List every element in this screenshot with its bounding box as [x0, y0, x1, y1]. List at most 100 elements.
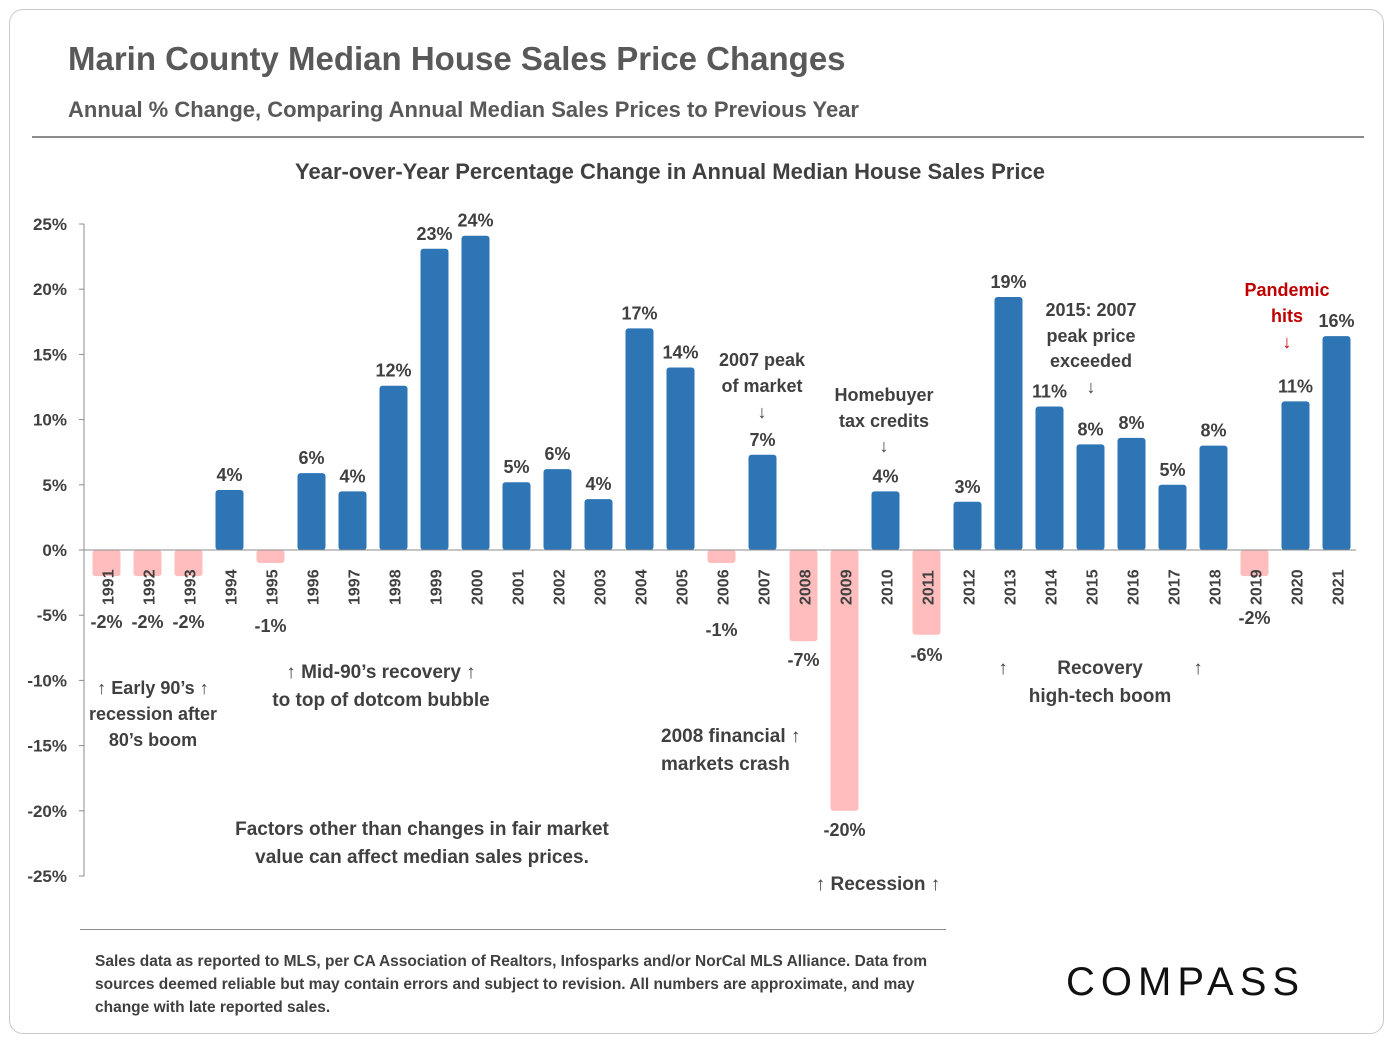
bar: [379, 385, 408, 550]
x-tick-label: 2013: [1003, 569, 1020, 605]
bar: [830, 550, 859, 811]
x-tick-label: 2014: [1044, 569, 1061, 605]
data-label: 3%: [954, 477, 980, 497]
x-tick-label: 1991: [101, 569, 118, 605]
data-label: 8%: [1118, 413, 1144, 433]
bar: [1158, 484, 1187, 550]
bar: [912, 550, 941, 635]
x-tick-label: 2016: [1126, 569, 1143, 605]
x-tick-label: 2021: [1331, 569, 1348, 605]
bar: [953, 501, 982, 550]
annotation-tax-credits: tax credits: [839, 411, 929, 431]
x-tick-label: 1993: [183, 569, 200, 605]
data-label: 16%: [1318, 311, 1354, 331]
data-label: 4%: [339, 466, 365, 486]
bar: [1076, 444, 1105, 550]
annotation-early-90s: recession after: [89, 704, 217, 724]
annotation-recovery: ↑: [998, 658, 1008, 679]
bar: [994, 297, 1023, 550]
annotation-recovery: ↑: [1193, 658, 1203, 679]
y-tick-label: -5%: [37, 606, 67, 625]
x-tick-label: 1994: [224, 569, 241, 605]
data-label: 14%: [662, 342, 698, 362]
y-tick-label: 5%: [42, 476, 67, 495]
x-tick-label: 2019: [1249, 569, 1266, 605]
x-tick-label: 2018: [1208, 569, 1225, 605]
bar: [584, 499, 613, 550]
header-divider: [32, 136, 1364, 138]
annotation-2015-peak: peak price: [1046, 326, 1135, 346]
data-label: 11%: [1032, 382, 1067, 402]
x-tick-label: 2010: [880, 569, 897, 605]
y-tick-label: 25%: [33, 215, 67, 234]
bar: [707, 550, 736, 564]
bar: [92, 550, 121, 577]
annotation-recession: ↑ Recession ↑: [816, 874, 941, 895]
y-tick-label: -25%: [27, 867, 67, 886]
data-label: 8%: [1200, 421, 1226, 441]
data-label: 6%: [544, 444, 570, 464]
y-tick-label: -10%: [27, 671, 67, 690]
x-tick-label: 2011: [921, 570, 938, 605]
bar: [1117, 437, 1146, 550]
x-tick-label: 1999: [429, 569, 446, 605]
data-label: -2%: [90, 612, 122, 632]
bar: [1199, 445, 1228, 550]
bar: [297, 473, 326, 550]
y-tick-label: 20%: [33, 280, 67, 299]
data-label: 23%: [416, 224, 452, 244]
x-tick-label: 2005: [675, 569, 692, 605]
data-label: 11%: [1278, 376, 1313, 396]
x-tick-label: 2008: [798, 569, 815, 605]
data-label: 12%: [375, 361, 411, 381]
y-tick-label: 10%: [33, 411, 67, 430]
bar: [1281, 401, 1310, 550]
x-tick-label: 2007: [757, 569, 774, 605]
x-tick-label: 2002: [552, 569, 569, 605]
annotation-mid-90s: to top of dotcom bubble: [272, 690, 489, 711]
annotation-2007-peak: of market: [721, 376, 802, 396]
compass-logo: COMPASS: [1066, 960, 1306, 1004]
x-tick-label: 2000: [470, 569, 487, 605]
x-tick-label: 2017: [1167, 569, 1184, 605]
bar: [338, 491, 367, 550]
x-tick-label: 2001: [511, 569, 528, 605]
bar: [1240, 550, 1269, 577]
annotation-early-90s: 80’s boom: [109, 730, 197, 750]
bar: [215, 490, 244, 550]
y-tick-label: -15%: [27, 737, 67, 756]
data-label: -1%: [705, 620, 737, 640]
bar: [1322, 336, 1351, 550]
bar: [625, 328, 654, 550]
data-label: -1%: [254, 616, 286, 636]
data-label: 8%: [1077, 419, 1103, 439]
bar: [543, 469, 572, 550]
bar: [133, 550, 162, 577]
annotation-2007-peak: ↓: [758, 402, 767, 422]
bar: [174, 550, 203, 577]
x-tick-label: 2015: [1085, 569, 1102, 605]
annotation-pandemic: Pandemic: [1244, 280, 1329, 300]
annotation-pandemic: ↓: [1283, 332, 1292, 352]
bar: [502, 482, 531, 550]
data-label: -20%: [823, 820, 865, 840]
annotation-2008-crash: 2008 financial ↑: [661, 726, 800, 747]
x-tick-label: 1992: [142, 569, 159, 605]
annotation-recovery: Recovery: [1057, 658, 1143, 679]
data-label: 24%: [457, 211, 493, 231]
x-tick-label: 1995: [265, 569, 282, 605]
data-label: 4%: [585, 474, 611, 494]
annotation-2015-peak: exceeded: [1050, 351, 1132, 371]
data-label: 5%: [503, 457, 529, 477]
data-label: -2%: [1238, 608, 1270, 628]
annotation-factors-note: Factors other than changes in fair marke…: [235, 819, 609, 840]
data-label: 19%: [990, 272, 1026, 292]
y-tick-label: -20%: [27, 802, 67, 821]
x-tick-label: 1996: [306, 569, 323, 605]
data-label: -6%: [910, 645, 942, 665]
bar: [666, 367, 695, 550]
bar: [256, 550, 285, 564]
annotation-early-90s: ↑ Early 90’s ↑: [97, 678, 208, 698]
annotation-tax-credits: Homebuyer: [834, 385, 933, 405]
data-label: 4%: [872, 466, 898, 486]
